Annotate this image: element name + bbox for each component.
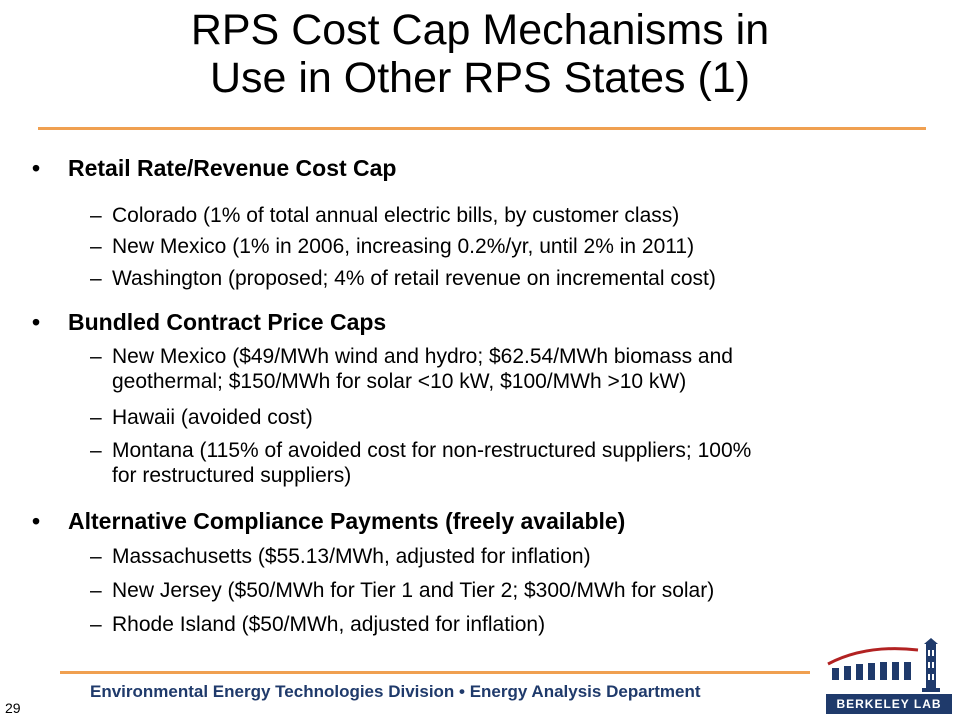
list-item: – Rhode Island ($50/MWh, adjusted for in… xyxy=(90,612,546,637)
logo-wordmark: BERKELEY LAB xyxy=(826,694,952,714)
list-item-text: New Jersey ($50/MWh for Tier 1 and Tier … xyxy=(112,579,715,602)
list-item: – Washington (proposed; 4% of retail rev… xyxy=(90,266,716,291)
list-item-text: New Mexico ($49/MWh wind and hydro; $62.… xyxy=(112,345,733,368)
list-item-text: Montana (115% of avoided cost for non-re… xyxy=(112,439,752,462)
list-item-text: Hawaii (avoided cost) xyxy=(112,406,313,429)
slide-title-line-1: RPS Cost Cap Mechanisms in xyxy=(190,6,770,54)
list-item: – Montana (115% of avoided cost for non-… xyxy=(90,438,752,488)
title-divider xyxy=(38,127,926,130)
dash-icon: – xyxy=(90,613,102,636)
slide-title-line-2: Use in Other RPS States (1) xyxy=(209,54,751,102)
dash-icon: – xyxy=(90,579,102,602)
dash-icon: – xyxy=(90,545,102,568)
list-item: – New Jersey ($50/MWh for Tier 1 and Tie… xyxy=(90,578,715,603)
section-heading: • Bundled Contract Price Caps xyxy=(32,309,387,336)
page-number: 29 xyxy=(5,700,21,716)
dash-icon: – xyxy=(90,267,102,290)
berkeley-lab-emblem-icon xyxy=(827,638,940,692)
section-heading: • Retail Rate/Revenue Cost Cap xyxy=(32,155,397,182)
bullet-icon: • xyxy=(32,309,41,335)
list-item: – New Mexico (1% in 2006, increasing 0.2… xyxy=(90,234,695,259)
list-item: – Hawaii (avoided cost) xyxy=(90,405,313,430)
list-item-text-continued: geothermal; $150/MWh for solar <10 kW, $… xyxy=(112,370,687,393)
bullet-icon: • xyxy=(32,155,41,181)
dash-icon: – xyxy=(90,235,102,258)
footer-divider xyxy=(60,671,810,674)
berkeley-lab-logo: BERKELEY LAB xyxy=(826,638,952,714)
slide-title: RPS Cost Cap Mechanisms in Use in Other … xyxy=(0,6,960,102)
section-heading-text: Retail Rate/Revenue Cost Cap xyxy=(68,155,397,181)
list-item-text: Rhode Island ($50/MWh, adjusted for infl… xyxy=(112,613,546,636)
dash-icon: – xyxy=(90,204,102,227)
section-heading-text: Alternative Compliance Payments (freely … xyxy=(68,508,626,534)
dash-icon: – xyxy=(90,345,102,368)
dash-icon: – xyxy=(90,406,102,429)
list-item: – Colorado (1% of total annual electric … xyxy=(90,203,680,228)
footer-text: Environmental Energy Technologies Divisi… xyxy=(90,682,701,701)
list-item-text: New Mexico (1% in 2006, increasing 0.2%/… xyxy=(112,235,695,258)
list-item: – Massachusetts ($55.13/MWh, adjusted fo… xyxy=(90,544,591,569)
list-item-text: Washington (proposed; 4% of retail reven… xyxy=(112,267,716,290)
dash-icon: – xyxy=(90,439,102,462)
bullet-icon: • xyxy=(32,508,41,534)
list-item-text: Colorado (1% of total annual electric bi… xyxy=(112,204,680,227)
section-heading: • Alternative Compliance Payments (freel… xyxy=(32,508,626,535)
list-item-text: Massachusetts ($55.13/MWh, adjusted for … xyxy=(112,545,591,568)
section-heading-text: Bundled Contract Price Caps xyxy=(68,309,387,335)
list-item: – New Mexico ($49/MWh wind and hydro; $6… xyxy=(90,344,733,394)
list-item-text-continued: for restructured suppliers) xyxy=(112,464,352,487)
